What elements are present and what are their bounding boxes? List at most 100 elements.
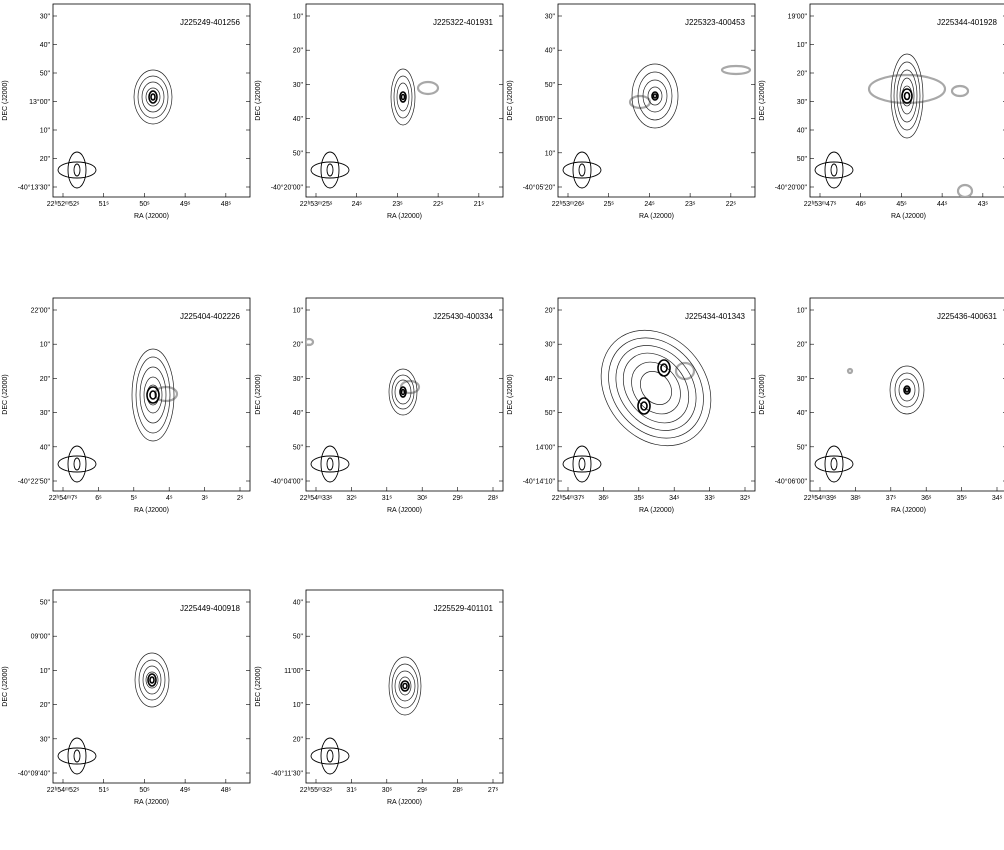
y-tick-label: 20" [40,376,51,383]
y-tick-label: 10" [40,342,51,349]
y-tick-label: 50" [797,444,808,451]
source-contours [131,348,175,442]
x-tick-label: 51ˢ [99,201,110,208]
y-tick-label: 20" [545,308,556,315]
y-tick-label: 40" [293,410,304,417]
y-tick-label: 20" [293,342,304,349]
contour-plot-J225430-400334: J225430-400334 10" 20" 30" 40" 50" -40°04'00" 2… [255,297,504,514]
y-axis-label: DEC (J2000) [2,80,9,120]
y-tick-label: 10" [293,308,304,315]
contour-panel-J225249-401256: J225249-401256 30" 40" 50" 13°00" 10" 20" -40°1… [1,3,251,264]
x-tick-label: 3ˢ [201,495,208,502]
radio-contour [720,64,752,76]
plot-frame [52,297,251,492]
x-tick-label: 31ˢ [346,787,357,794]
y-axis-label: DEC (J2000) [507,80,514,120]
y-tick-label: 40" [293,600,304,607]
x-tick-label: 32ˢ [346,495,357,502]
x-tick-label: 2ˢ [237,495,244,502]
contour-level [388,656,422,716]
beam-ellipses [310,737,350,775]
y-tick-label: 22'00" [31,308,51,315]
y-tick-label: 30" [545,14,556,21]
x-tick-label: 29ˢ [453,495,464,502]
contour-level [396,82,410,112]
contour-level [145,87,161,107]
source-contours [134,652,170,708]
source-core [402,682,408,690]
x-tick-label: 22ʰ53ᵐ26ˢ [552,201,585,208]
x-tick-label: 46ˢ [856,201,867,208]
y-tick-label: -40°05'20" [523,184,556,192]
source-core [640,401,648,411]
source-core [400,388,406,396]
y-tick-label: 50" [293,634,304,641]
beam-ellipses [57,151,97,189]
x-axis-label: RA (J2000) [387,213,422,220]
plot-frame [52,3,251,198]
x-tick-label: 32ˢ [740,495,751,502]
y-tick-label: 11'00" [284,668,303,675]
source-contours [388,368,418,416]
contour-plot-J225529-401101: J225529-401101 40" 50" 11'00" 10" 20" -40°11'3… [255,589,504,806]
y-tick-label: 30" [545,342,556,349]
contour-level [615,345,697,431]
panel-title: J225449-400918 [180,604,241,613]
beam-ellipses [310,445,350,483]
contour-level [391,663,419,709]
contour-level [394,379,412,405]
y-tick-label: 10" [293,702,304,709]
contour-level [896,69,918,123]
x-tick-label: 43ˢ [978,201,989,208]
contour-level [142,665,162,695]
contour-panel-J225404-402226: J225404-402226 22'00" 10" 20" 30" 40" -40°22'5… [1,297,251,558]
y-tick-label: 50" [40,600,51,607]
panel-title: J225436-400631 [937,312,998,321]
x-tick-label: 23ˢ [392,201,403,208]
y-tick-label: 14'00" [536,444,556,451]
y-tick-label: 20" [293,736,304,743]
contour-level [889,365,925,415]
contour-level [394,670,416,702]
x-tick-label: 6ˢ [95,495,102,502]
y-tick-label: -40°04'00" [271,478,304,486]
contour-level [131,348,175,442]
y-axis-label: DEC (J2000) [2,666,9,706]
contour-panel-J225434-401343: J225434-401343 20" 30" 40" 50" 14'00" -40°14'1… [506,297,756,558]
x-tick-label: 33ˢ [705,495,716,502]
x-tick-label: 27ˢ [488,787,499,794]
contour-plot-J225434-401343: J225434-401343 20" 30" 40" 50" 14'00" -40°14'1… [507,297,756,514]
y-tick-label: 40" [797,410,808,417]
y-tick-label: 50" [545,410,556,417]
contour-level [146,384,160,406]
x-tick-label: 36ˢ [598,495,609,502]
y-tick-label: 09'00" [31,634,51,641]
y-tick-label: -40°22'50" [18,478,51,486]
y-tick-label: -40°20'00" [271,184,304,192]
contour-level [390,68,416,126]
x-axis-label: RA (J2000) [891,507,926,514]
y-axis-label: DEC (J2000) [255,374,262,414]
plot-frame [52,589,251,784]
x-tick-label: 22ʰ52ᵐ52ˢ [47,201,80,208]
x-tick-label: 51ˢ [99,787,110,794]
x-axis-label: RA (J2000) [639,213,674,220]
x-tick-label: 35ˢ [957,495,968,502]
x-tick-label: 45ˢ [896,201,907,208]
beam-ellipses [814,151,854,189]
y-tick-label: 40" [797,128,808,135]
x-tick-label: 22ˢ [433,201,444,208]
source-core [149,676,155,684]
x-tick-label: 22ʰ53ᵐ47ˢ [804,201,837,208]
x-tick-label: 29ˢ [417,787,428,794]
x-axis-label: RA (J2000) [387,799,422,806]
contour-level [141,81,165,113]
x-axis-label: RA (J2000) [891,213,926,220]
x-tick-label: 22ʰ54ᵐ37ˢ [552,495,585,502]
beam-ellipses [310,151,350,189]
contour-level [145,671,159,689]
x-tick-label: 22ʰ53ᵐ25ˢ [300,201,333,208]
y-tick-label: 10" [545,150,556,157]
x-tick-label: 5ˢ [131,495,138,502]
contour-level [137,75,169,119]
